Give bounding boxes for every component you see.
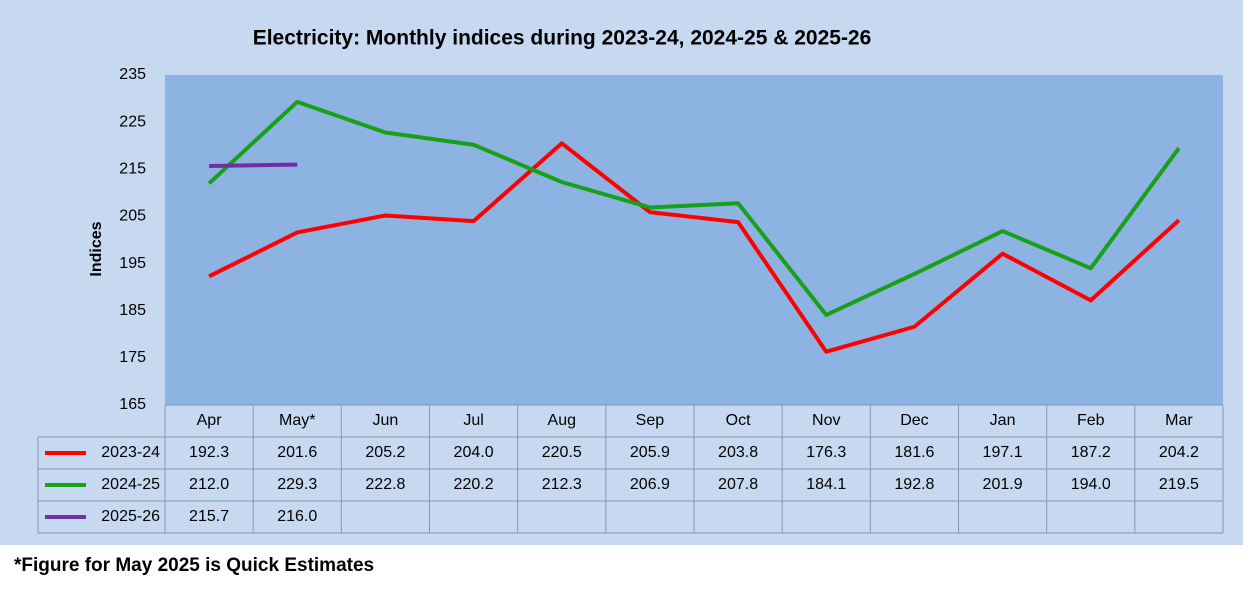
plot-area	[165, 75, 1223, 405]
table-value: 197.1	[983, 444, 1023, 461]
y-tick-label: 205	[119, 208, 146, 225]
table-value: 201.9	[983, 476, 1023, 493]
y-tick-label: 185	[119, 302, 146, 319]
x-tick-label: May*	[279, 412, 315, 429]
x-tick-label: Sep	[636, 412, 665, 429]
y-tick-label: 215	[119, 161, 146, 178]
x-tick-label: Feb	[1077, 412, 1105, 429]
y-axis-label: Indices	[88, 221, 105, 276]
table-value: 220.5	[542, 444, 582, 461]
table-value: 194.0	[1071, 476, 1111, 493]
chart-title: Electricity: Monthly indices during 2023…	[253, 27, 872, 50]
x-tick-label: Jun	[373, 412, 399, 429]
x-tick-label: Mar	[1165, 412, 1193, 429]
y-tick-label: 225	[119, 113, 146, 130]
table-value: 206.9	[630, 476, 670, 493]
series-line	[207, 99, 1181, 317]
x-tick-label: Dec	[900, 412, 928, 429]
x-tick-label: Nov	[812, 412, 840, 429]
table-value: 181.6	[894, 444, 934, 461]
series-line	[209, 162, 298, 168]
table-value: 192.8	[894, 476, 934, 493]
table-value: 184.1	[806, 476, 846, 493]
series-line	[208, 141, 1181, 354]
legend-label: 2025-26	[101, 508, 160, 525]
table-value: 204.2	[1159, 444, 1199, 461]
y-tick-label: 165	[119, 396, 146, 413]
table-value: 229.3	[277, 476, 317, 493]
legend-label: 2023-24	[101, 444, 160, 461]
table-value: 205.2	[365, 444, 405, 461]
x-tick-label: Oct	[726, 412, 751, 429]
table-value: 192.3	[189, 444, 229, 461]
y-tick-label: 195	[119, 255, 146, 272]
table-value: 176.3	[806, 444, 846, 461]
table-value: 207.8	[718, 476, 758, 493]
table-value: 216.0	[277, 508, 317, 525]
table-value: 212.0	[189, 476, 229, 493]
table-value: 203.8	[718, 444, 758, 461]
table-value: 215.7	[189, 508, 229, 525]
table-value: 212.3	[542, 476, 582, 493]
table-value: 222.8	[365, 476, 405, 493]
table-value: 201.6	[277, 444, 317, 461]
table-value: 187.2	[1071, 444, 1111, 461]
table-value: 220.2	[454, 476, 494, 493]
y-tick-label: 175	[119, 349, 146, 366]
x-tick-label: Jan	[990, 412, 1016, 429]
x-tick-label: Aug	[548, 412, 576, 429]
legend-label: 2024-25	[101, 476, 160, 493]
x-tick-label: Apr	[197, 412, 223, 429]
y-tick-label: 235	[119, 66, 146, 83]
footnote: *Figure for May 2025 is Quick Estimates	[14, 555, 374, 576]
x-tick-label: Jul	[463, 412, 483, 429]
table-value: 219.5	[1159, 476, 1199, 493]
table-value: 204.0	[454, 444, 494, 461]
table-value: 205.9	[630, 444, 670, 461]
